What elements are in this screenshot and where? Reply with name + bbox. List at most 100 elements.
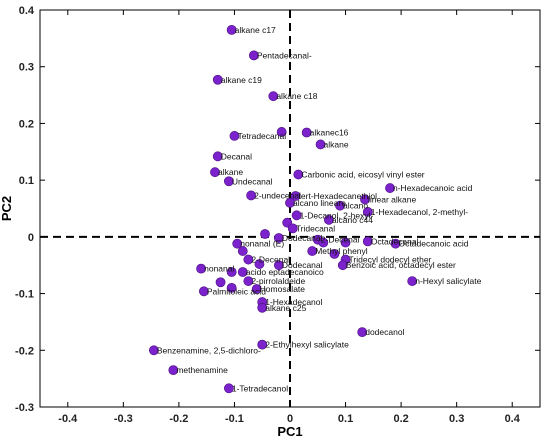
- data-point: [385, 183, 395, 193]
- axes: -0.4 -0.3 -0.2 -0.1 0 0.1 0.2 0.3 0.4 -0.3 -0.2 -0.…: [15, 5, 541, 425]
- data-point-label: Palmitoleic acid: [207, 286, 266, 296]
- y-axis-title: PC2: [0, 196, 14, 221]
- x-tick-label: -0.1: [225, 413, 244, 425]
- data-point-label: alkane c17: [235, 25, 276, 35]
- data-point-label: 1-Decanol, 2-hexyl-: [300, 210, 374, 220]
- data-point: [268, 91, 279, 102]
- data-point: [285, 197, 295, 208]
- data-point: [226, 282, 237, 293]
- y-tick-label: 0.4: [19, 5, 35, 17]
- data-point-label: alkane c25: [265, 303, 306, 313]
- x-tick-label: -0.2: [169, 413, 188, 425]
- data-point-label: Benzoic acid, octadecyl ester: [346, 260, 456, 270]
- data-point-label: Decanal: [221, 151, 252, 161]
- data-point-label: Octadecanoic acid: [399, 239, 469, 249]
- data-point-label: 1-Hexadecanol: [265, 297, 322, 307]
- data-point: [232, 238, 243, 249]
- data-point: [315, 139, 326, 150]
- data-point: [215, 277, 226, 288]
- data-point: [273, 233, 284, 243]
- data-point: [362, 207, 373, 217]
- data-point-label: alcano: [343, 201, 368, 211]
- data-point: [243, 276, 254, 286]
- data-point-label: alkane: [324, 139, 349, 149]
- data-point-label: 2-Decenal: [321, 235, 360, 245]
- data-point: [362, 236, 373, 247]
- data-point: [229, 131, 240, 141]
- data-point-label: alkane c18: [276, 91, 317, 101]
- data-point: [287, 223, 298, 234]
- data-point: [360, 194, 370, 205]
- data-point-label: acido eptadecanoico: [246, 267, 324, 277]
- data-point: [237, 267, 248, 277]
- data-point: [276, 127, 287, 137]
- data-point-label: nonanal: [204, 264, 234, 274]
- data-point: [226, 24, 237, 35]
- y-tick-label: -0.1: [15, 289, 34, 301]
- data-point-label: Undecanal: [232, 176, 273, 186]
- data-point: [273, 260, 284, 271]
- data-point-label: 2-Decenal: [251, 255, 290, 265]
- data-point-label: 2-Ethylhexyl salicylate: [265, 340, 349, 350]
- data-point: [148, 345, 159, 356]
- data-point-label: n-Hexyl salicylate: [415, 276, 481, 286]
- data-point-label: Dodecanal: [282, 233, 323, 243]
- data-point-label: Homosalate: [260, 284, 306, 294]
- data-point-label: 2-pirrolaldeide: [251, 276, 305, 286]
- data-point-label: Dodecanal: [282, 260, 323, 270]
- data-point-label: Benzenamine, 2,5-dichloro-: [157, 345, 261, 355]
- data-point: [318, 237, 329, 248]
- data-point: [335, 200, 345, 211]
- y-tick-label: 0.1: [19, 175, 34, 187]
- data-point: [212, 74, 223, 85]
- data-point-label: tert-Hexadecanethiol: [299, 191, 378, 201]
- data-point: [291, 210, 302, 221]
- y-tick-label: 0.3: [19, 62, 34, 74]
- data-point: [301, 127, 312, 138]
- x-tick-label: -0.3: [114, 413, 133, 425]
- data-point-label: alcano lineare: [293, 198, 346, 208]
- y-tick-label: 0: [28, 232, 34, 244]
- x-tick-label: 0.1: [338, 413, 353, 425]
- x-tick-label: 0.2: [393, 413, 408, 425]
- data-point: [246, 190, 257, 201]
- data-point: [407, 276, 418, 286]
- data-point: [257, 302, 268, 313]
- data-point: [357, 327, 368, 338]
- data-point-label: linear alkane: [368, 194, 416, 204]
- data-point: [307, 246, 318, 256]
- y-tick-label: -0.2: [15, 345, 34, 357]
- data-point-label: Tetradecanal: [237, 131, 286, 141]
- data-point-label: 2-undecenal: [254, 190, 301, 200]
- data-point-label: alkane: [218, 167, 243, 177]
- data-point-label: Methyl phenyl: [315, 246, 368, 256]
- data-point-label: Tridecanal: [296, 223, 335, 233]
- x-tick-label: 0.3: [449, 413, 464, 425]
- data-points: [148, 24, 418, 394]
- data-point-label: Octadecanal: [371, 236, 419, 246]
- data-point-label: alkane c19: [221, 75, 262, 85]
- data-point: [198, 286, 209, 297]
- data-point: [210, 167, 220, 178]
- data-point: [226, 267, 237, 277]
- data-point: [251, 284, 262, 294]
- data-point: [329, 248, 340, 259]
- y-tick-label: 0.2: [19, 118, 34, 130]
- x-tick-label: -0.4: [58, 413, 78, 425]
- data-point: [237, 246, 248, 256]
- data-point: [243, 254, 254, 265]
- x-tick-label: 0.4: [505, 413, 521, 425]
- data-point: [254, 259, 265, 269]
- point-labels: alkane c17 Pentadecanal-alkane c19 alkane …: [157, 25, 482, 393]
- data-point: [248, 50, 259, 61]
- data-point-label: n-Hexadecanoic acid: [393, 183, 473, 193]
- data-point-label: methenamine: [176, 365, 228, 375]
- data-point-label: Carbonic acid, eicosyl vinyl ester: [301, 169, 424, 179]
- data-point: [290, 191, 301, 201]
- data-point: [223, 176, 234, 187]
- data-point-label: alkanec16: [310, 128, 349, 138]
- data-point-label: dodecanol: [365, 327, 404, 337]
- x-axis-title: PC1: [277, 424, 302, 439]
- data-point-label: 1-Hexadecanol, 2-methyl-: [371, 207, 468, 217]
- data-point: [390, 238, 401, 249]
